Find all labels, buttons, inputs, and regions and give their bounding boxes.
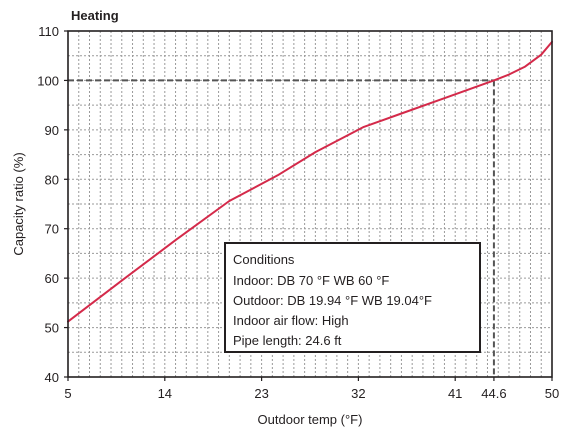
x-axis-ticks: 5 14 23 32 41 44.6 50 [64,377,559,401]
y-tick-label: 40 [45,370,59,385]
chart-title: Heating [71,8,119,23]
x-tick-label: 5 [64,386,71,401]
y-tick-label: 100 [37,73,59,88]
x-tick-label: 14 [158,386,172,401]
x-tick-label: 23 [254,386,268,401]
y-tick-label: 110 [38,24,59,39]
x-tick-label: 50 [545,386,559,401]
conditions-title: Conditions [233,252,295,267]
x-tick-label: 41 [448,386,462,401]
x-tick-label: 44.6 [481,386,506,401]
reference-lines [68,79,495,377]
curve-layer [67,40,553,323]
y-axis-ticks: 40 50 60 70 80 90 100 110 [37,24,68,385]
conditions-box: Conditions Indoor: DB 70 °F WB 60 °F Out… [224,242,481,353]
x-tick-label: 32 [351,386,365,401]
x-axis-label: Outdoor temp (°F) [258,412,363,427]
y-tick-label: 50 [45,321,59,336]
conditions-frame [224,242,481,353]
y-axis-label: Capacity ratio (%) [11,152,26,255]
conditions-airflow: Indoor air flow: High [233,313,349,328]
conditions-outdoor: Outdoor: DB 19.94 °F WB 19.04°F [233,293,432,308]
plot-frame [67,30,553,378]
y-tick-label: 60 [45,271,59,286]
y-tick-label: 70 [45,222,59,237]
series-line-0 [67,40,553,323]
y-tick-label: 80 [45,172,59,187]
conditions-indoor: Indoor: DB 70 °F WB 60 °F [233,273,389,288]
conditions-pipe-length: Pipe length: 24.6 ft [233,333,342,348]
y-tick-label: 90 [45,123,59,138]
